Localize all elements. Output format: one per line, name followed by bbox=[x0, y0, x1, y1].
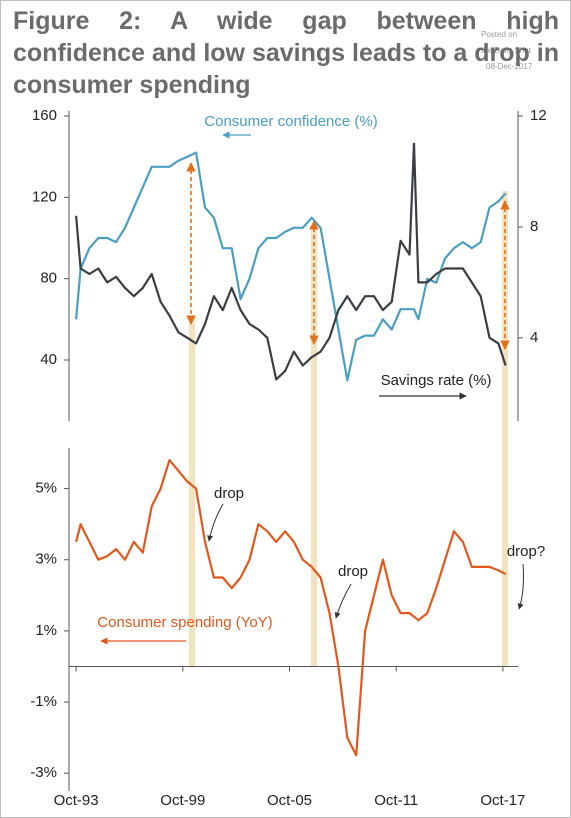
x-tick-label: Oct-17 bbox=[480, 792, 525, 809]
annotation-arrow bbox=[517, 563, 524, 610]
gap-arrows bbox=[186, 162, 510, 350]
y-tick-label: 3% bbox=[35, 551, 57, 568]
series-label: Savings rate (%) bbox=[381, 372, 492, 389]
x-tick-label: Oct-99 bbox=[160, 792, 205, 809]
annotation: drop bbox=[214, 485, 244, 502]
annotation: drop? bbox=[507, 543, 545, 560]
y-tick-label: 80 bbox=[40, 270, 57, 287]
highlight-band bbox=[189, 316, 195, 666]
series-label: Consumer spending (YoY) bbox=[97, 614, 272, 631]
series-label: Consumer confidence (%) bbox=[204, 113, 377, 130]
series-line bbox=[75, 459, 507, 757]
y-tick-label: 40 bbox=[40, 351, 57, 368]
highlight-band bbox=[502, 191, 508, 666]
y-tick-label: 120 bbox=[32, 188, 57, 205]
annotation-arrow bbox=[334, 583, 352, 619]
watermark: Posted on bbox=[481, 30, 517, 39]
watermark: 08-Dec-2017 bbox=[486, 62, 533, 71]
y2-tick-label: 8 bbox=[530, 218, 538, 235]
y-tick-label: -1% bbox=[30, 693, 57, 710]
x-tick-label: Oct-05 bbox=[267, 792, 312, 809]
figure-title: Figure 2: A wide gap between high confid… bbox=[13, 7, 559, 99]
watermark: the Daily Shot bbox=[481, 46, 532, 55]
highlight-band bbox=[311, 226, 317, 666]
y-tick-label: 160 bbox=[32, 107, 57, 124]
highlight-bands bbox=[189, 191, 508, 666]
y2-tick-label: 12 bbox=[530, 107, 547, 124]
y-tick-label: 5% bbox=[35, 480, 57, 497]
annotation-arrows bbox=[100, 131, 524, 645]
annotation-arrow bbox=[207, 503, 224, 542]
y-tick-label: -3% bbox=[30, 764, 57, 781]
series-line bbox=[75, 151, 507, 382]
x-tick-label: Oct-11 bbox=[374, 792, 418, 809]
y2-tick-label: 4 bbox=[530, 329, 538, 346]
series-line bbox=[75, 142, 507, 381]
y-tick-label: 1% bbox=[35, 622, 57, 639]
plots: 40 80 120 160 4 8 12 Consumer confidence (%) Sav… bbox=[30, 107, 546, 809]
x-tick-label: Oct-93 bbox=[54, 792, 99, 809]
annotation: drop bbox=[338, 563, 368, 580]
